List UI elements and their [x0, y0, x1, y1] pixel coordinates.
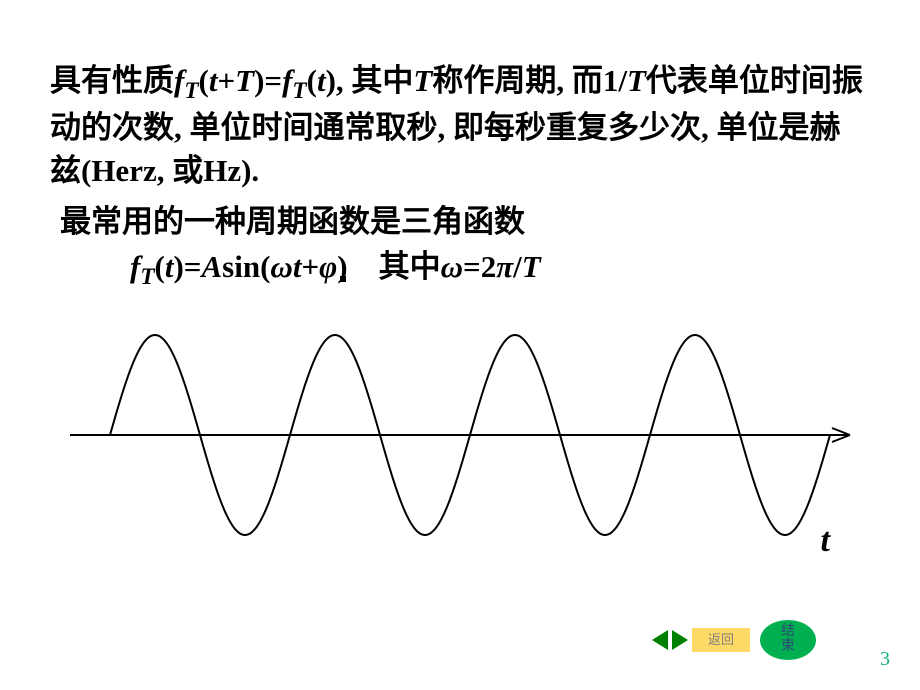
math-A: A	[201, 249, 222, 284]
next-icon[interactable]	[672, 630, 688, 650]
math-open: (	[155, 249, 165, 284]
math-sub-T: T	[140, 264, 154, 290]
text-where: 其中	[379, 249, 441, 284]
text: 称作周期, 而	[432, 63, 603, 98]
math-T-period: T	[413, 63, 432, 98]
spacer	[348, 249, 379, 284]
end-button[interactable]: 结 束	[760, 620, 816, 660]
sine-svg	[70, 300, 870, 570]
text-line1: 最常用的一种周期函数是三角函数	[60, 204, 525, 239]
decorative-dot	[340, 276, 346, 282]
math-close2: )	[326, 63, 336, 98]
return-button[interactable]: 返回	[692, 628, 750, 652]
formula-line: fT(t)=Asin(ωt+φ) 其中ω=2π/T	[60, 245, 870, 295]
paragraph-2: 最常用的一种周期函数是三角函数 fT(t)=Asin(ωt+φ) 其中ω=2π/…	[60, 200, 870, 295]
math-pi: π	[496, 249, 513, 284]
math-bigT: T	[522, 249, 541, 284]
math-eq2: =2	[463, 249, 496, 284]
math-omega2: ω	[441, 249, 463, 284]
math-f: f	[130, 249, 140, 284]
prev-icon[interactable]	[652, 630, 668, 650]
math-open2: (	[307, 63, 317, 98]
axis-label-t: t	[821, 522, 830, 560]
math-open: (	[199, 63, 209, 98]
end-label-1: 结	[781, 625, 795, 640]
math-plus: +	[217, 63, 235, 98]
math-plus: +	[301, 249, 319, 284]
math-T-freq: T	[627, 63, 646, 98]
math-f2: f	[282, 63, 292, 98]
text: 具有性质	[50, 63, 174, 98]
end-label-2: 束	[781, 640, 795, 655]
math-one-slash: 1/	[603, 63, 627, 98]
math-T: T	[235, 63, 254, 98]
math-sub-T2: T	[292, 78, 306, 104]
paragraph-1: 具有性质fT(t+T)=fT(t), 其中T称作周期, 而1/T代表单位时间振动…	[50, 60, 870, 193]
math-slash: /	[513, 249, 522, 284]
math-f: f	[174, 63, 184, 98]
nav-controls: 返回 结 束	[652, 620, 816, 660]
sine-chart: t	[70, 300, 870, 570]
math-omega: ω	[270, 249, 292, 284]
math-sin: sin(	[222, 249, 270, 284]
text: , 其中	[336, 63, 414, 98]
math-close-eq: )=	[173, 249, 201, 284]
math-close-eq: )=	[254, 63, 282, 98]
page-number: 3	[880, 648, 890, 671]
math-phi: φ	[319, 249, 337, 284]
math-sub-T: T	[184, 78, 198, 104]
math-t2: t	[317, 63, 326, 98]
